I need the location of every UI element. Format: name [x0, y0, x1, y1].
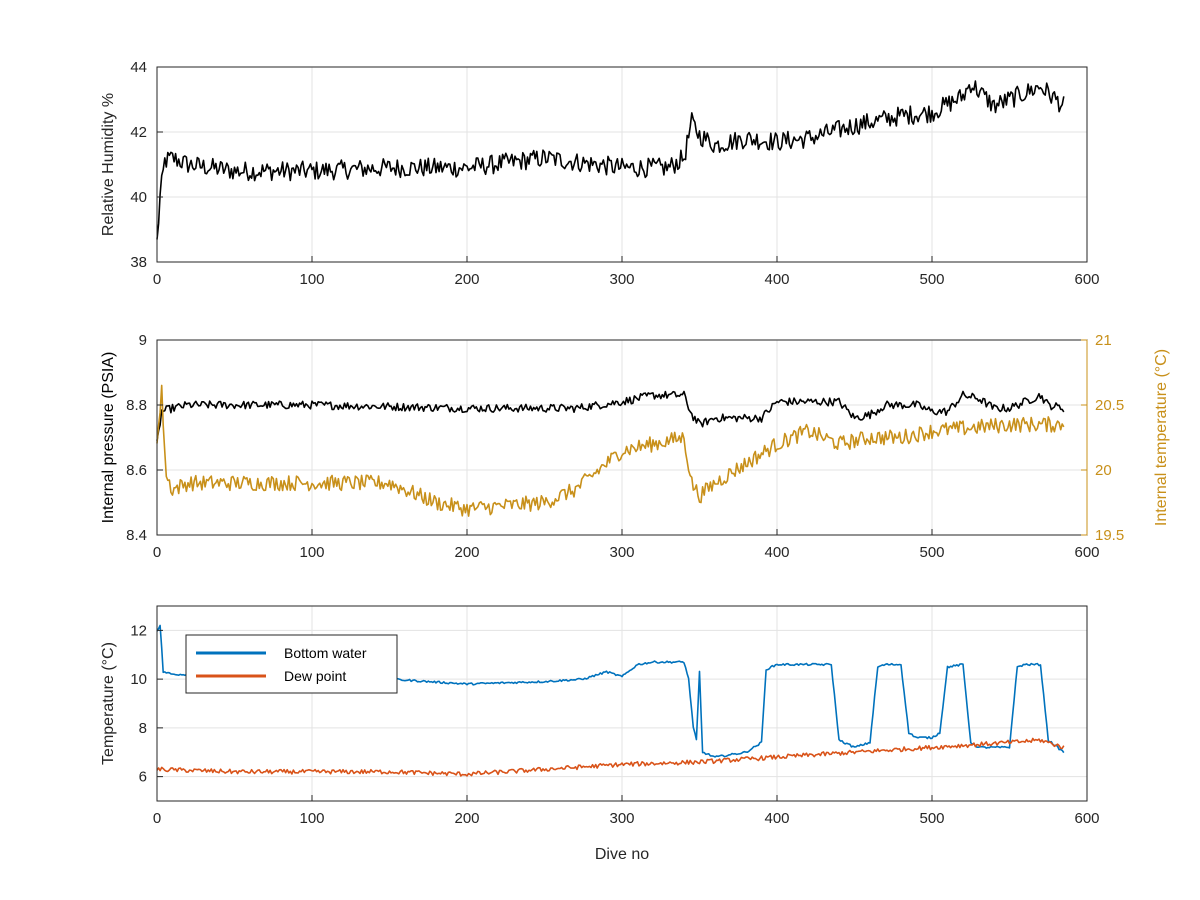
x-tick-label: 200 [454, 544, 479, 561]
chart-2: 0 100 200 300 400 500 600 8.4 8.6 8.8 9 19.5 20 20.5 2… [100, 332, 1170, 561]
y-tick-label: 38 [130, 254, 147, 271]
x-tick-label: 0 [153, 810, 161, 827]
x-tick-label: 300 [609, 271, 634, 288]
series-line-1 [156, 80, 1065, 240]
x-tick-label: 0 [153, 544, 161, 561]
x-tick-label: 400 [764, 271, 789, 288]
y-tick-label: 12 [130, 622, 147, 639]
y-tick-label: 42 [130, 124, 147, 141]
x-tick-label: 400 [764, 810, 789, 827]
x-tick-label: 200 [454, 810, 479, 827]
x-tick-label: 500 [919, 810, 944, 827]
y-axis-label: Internal pressure (PSIA) [100, 352, 117, 524]
x-tick-label: 300 [609, 544, 634, 561]
series-line-2 [156, 737, 1065, 777]
legend: Bottom water Dew point [185, 634, 398, 694]
x-tick-label: 100 [299, 271, 324, 288]
chart-1: 0 100 200 300 400 500 600 38 40 42 44 Relative Humi… [100, 59, 1100, 288]
chart-3: 0 100 200 300 400 500 600 6 8 10 12 Temperature (°C… [100, 605, 1100, 863]
y-tick-label: 8.6 [126, 462, 147, 479]
x-tick-label: 200 [454, 271, 479, 288]
y-axis-label: Relative Humidity % [100, 93, 117, 236]
series-line-1 [156, 390, 1065, 441]
y-tick-label: 9 [139, 332, 147, 349]
y-tick-label: 10 [130, 671, 147, 688]
y-tick-label: 44 [130, 59, 147, 76]
y-tick-label: 6 [139, 769, 147, 786]
x-tick-label: 600 [1074, 544, 1099, 561]
y-axis-label: Temperature (°C) [100, 642, 117, 765]
legend-box [185, 634, 398, 694]
y-tick-label: 8.4 [126, 527, 147, 544]
y-tick-label: 8.8 [126, 397, 147, 414]
legend-label: Dew point [284, 668, 346, 684]
y2-tick-label: 21 [1095, 332, 1112, 349]
y2-tick-label: 20.5 [1095, 397, 1124, 414]
y-tick-label: 8 [139, 720, 147, 737]
x-tick-label: 100 [299, 810, 324, 827]
x-tick-label: 600 [1074, 271, 1099, 288]
x-tick-label: 0 [153, 271, 161, 288]
x-tick-label: 100 [299, 544, 324, 561]
x-tick-label: 500 [919, 271, 944, 288]
x-tick-label: 600 [1074, 810, 1099, 827]
x-tick-label: 300 [609, 810, 634, 827]
x-tick-label: 400 [764, 544, 789, 561]
x-axis-label: Dive no [595, 846, 649, 863]
y2-tick-label: 20 [1095, 462, 1112, 479]
x-tick-label: 500 [919, 544, 944, 561]
y2-axis-label: Internal temperature (°C) [1153, 349, 1170, 526]
y-tick-label: 40 [130, 189, 147, 206]
y2-tick-label: 19.5 [1095, 527, 1124, 544]
series-line-2 [156, 384, 1065, 517]
legend-label: Bottom water [284, 645, 367, 661]
